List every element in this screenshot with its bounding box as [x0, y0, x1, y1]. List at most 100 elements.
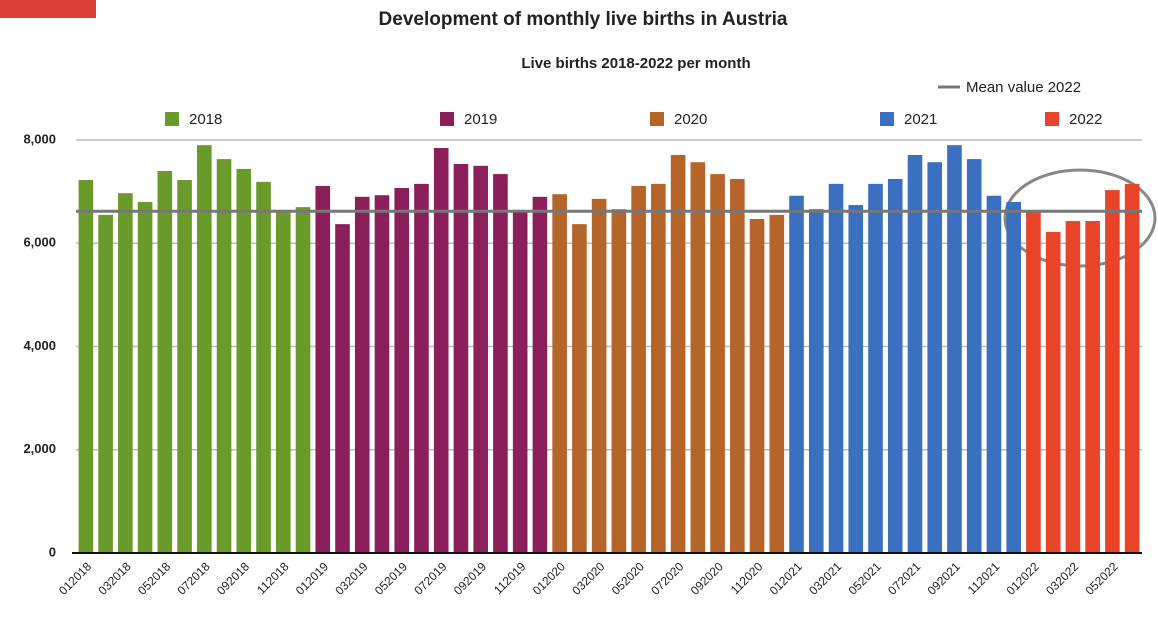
bar: [631, 185, 646, 554]
x-tick-label: 012019: [293, 559, 331, 597]
legend-swatch: [880, 112, 894, 126]
bar: [118, 193, 133, 553]
bar: [1105, 190, 1120, 554]
bar: [591, 198, 607, 554]
bar: [394, 188, 410, 554]
x-tick-label: 032018: [95, 559, 133, 597]
bar: [354, 196, 370, 553]
bar: [374, 195, 390, 553]
bar: [828, 183, 844, 553]
x-tick-label: 012020: [530, 559, 568, 597]
bar: [216, 159, 232, 553]
chart-subtitle: Live births 2018-2022 per month: [521, 55, 750, 72]
x-tick-label: 052018: [135, 559, 173, 597]
bar: [532, 196, 548, 553]
x-tick-label: 052022: [1083, 559, 1121, 597]
x-tick-label: 032019: [332, 559, 370, 597]
x-tick-label: 092021: [925, 559, 963, 597]
bar: [1006, 201, 1021, 553]
bar: [986, 195, 1002, 553]
x-tick-label: 052020: [609, 559, 647, 597]
x-tick-label: 072020: [648, 559, 686, 597]
x-tick-label: 112021: [965, 559, 1003, 597]
bar: [512, 210, 528, 553]
bar: [690, 162, 706, 554]
x-tick-label: 112018: [254, 559, 292, 597]
bar: [572, 224, 587, 553]
bar: [473, 165, 488, 553]
legend-label: 2020: [674, 111, 707, 128]
legend-swatch: [440, 112, 454, 126]
x-tick-label: 072019: [411, 559, 449, 597]
bar: [730, 178, 745, 553]
x-tick-label: 032021: [806, 559, 844, 597]
x-tick-label: 112020: [728, 559, 766, 597]
x-tick-label: 092018: [214, 559, 252, 597]
bar: [651, 183, 666, 553]
x-tick-label: 072018: [174, 559, 212, 597]
legend-label: 2019: [464, 111, 497, 128]
bar: [947, 145, 962, 553]
y-tick-label: 6,000: [23, 235, 56, 250]
bar: [1124, 183, 1140, 553]
y-tick-label: 4,000: [23, 338, 56, 353]
legend-swatch: [1045, 112, 1059, 126]
bar: [295, 207, 311, 554]
bar: [1026, 210, 1041, 553]
x-tick-label: 032020: [569, 559, 607, 597]
bar: [710, 174, 725, 553]
x-tick-label: 072021: [885, 559, 923, 597]
x-tick-label: 032022: [1043, 559, 1081, 597]
legend-label: 2021: [904, 111, 937, 128]
x-tick-label: 092020: [688, 559, 726, 597]
bar: [256, 181, 271, 553]
bar: [927, 162, 943, 554]
x-tick-label: 092019: [451, 559, 489, 597]
logo-bar: [0, 0, 96, 18]
bar: [966, 159, 982, 553]
legend-swatch: [165, 112, 179, 126]
bar: [769, 214, 785, 553]
legend-label: 2022: [1069, 111, 1102, 128]
bar: [275, 210, 291, 553]
bar: [611, 209, 627, 554]
x-tick-label: 112019: [491, 559, 529, 597]
chart-title: Development of monthly live births in Au…: [379, 9, 788, 30]
bar: [1065, 221, 1081, 553]
bar: [868, 183, 883, 553]
x-tick-label: 012022: [1004, 559, 1042, 597]
bar: [552, 194, 567, 554]
bar: [749, 218, 765, 553]
y-tick-label: 8,000: [23, 131, 56, 146]
bar: [414, 183, 429, 553]
bar: [197, 145, 212, 553]
x-tick-label: 012021: [767, 559, 805, 597]
x-tick-label: 052021: [846, 559, 884, 597]
bar: [236, 168, 252, 553]
bar: [1085, 221, 1100, 553]
bar: [907, 154, 923, 553]
y-tick-label: 2,000: [23, 441, 56, 456]
legend-swatch: [650, 112, 664, 126]
bar: [137, 201, 153, 553]
bar: [808, 209, 824, 554]
legend-label: 2018: [189, 111, 222, 128]
bar: [789, 195, 804, 553]
mean-legend-label: Mean value 2022: [966, 79, 1081, 96]
x-tick-label: 012018: [56, 559, 94, 597]
x-tick-label: 052019: [372, 559, 410, 597]
y-tick-label: 0: [49, 544, 56, 559]
bar: [98, 214, 113, 553]
bar: [335, 224, 350, 553]
bar: [177, 180, 192, 553]
bar: [453, 164, 469, 554]
bar: [1045, 231, 1061, 553]
bar: [670, 154, 686, 553]
bar: [848, 205, 864, 554]
bar: [433, 148, 449, 553]
bar: [887, 178, 903, 553]
bar: [157, 170, 173, 553]
bar: [315, 185, 331, 554]
bar: [493, 174, 508, 553]
